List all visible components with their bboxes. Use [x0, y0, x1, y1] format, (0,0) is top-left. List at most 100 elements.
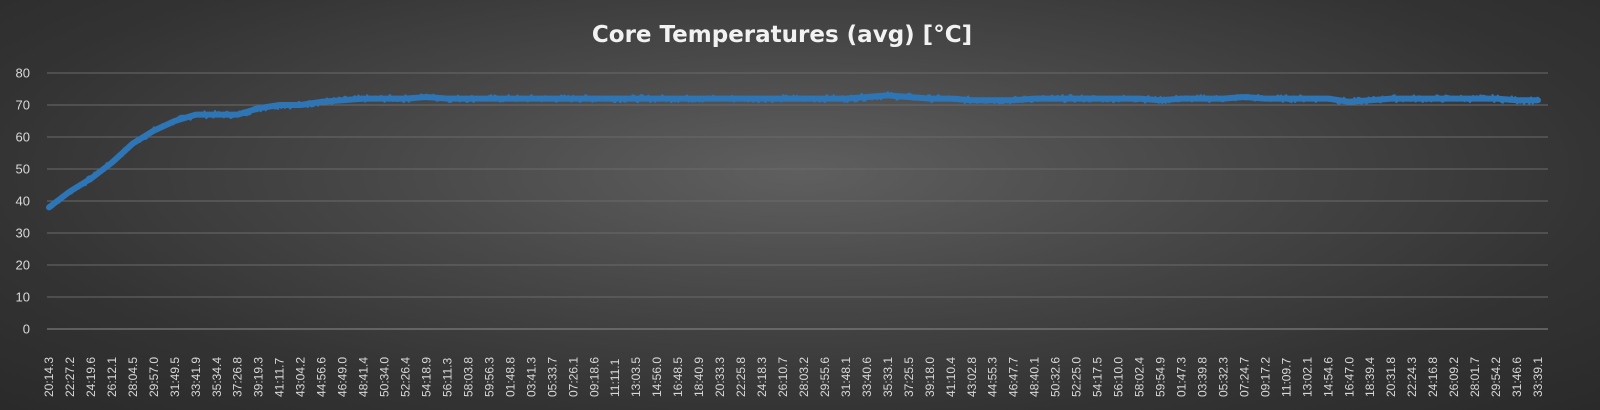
- data-point: [823, 97, 827, 101]
- data-point: [697, 97, 701, 101]
- data-point: [299, 103, 303, 107]
- x-tick-label: 35:34.4: [210, 357, 224, 397]
- y-tick-label: 80: [16, 66, 30, 81]
- x-tick-label: 48:41.4: [357, 357, 371, 397]
- data-point: [571, 97, 575, 101]
- x-tick-label: 26:09.2: [1447, 357, 1461, 397]
- x-tick-label: 07:24.7: [1237, 357, 1251, 397]
- x-tick-label: 22:27.2: [63, 357, 77, 397]
- x-tick-label: 26:12.1: [105, 357, 119, 397]
- data-point: [1054, 97, 1058, 101]
- x-tick-label: 05:33.7: [545, 357, 559, 397]
- data-point: [613, 97, 617, 101]
- x-tick-label: 29:57.0: [147, 357, 161, 397]
- x-tick-label: 50:32.6: [1049, 357, 1063, 397]
- data-point: [949, 97, 953, 101]
- x-tick-label: 16:48.5: [671, 357, 685, 397]
- x-tick-label: 18:40.9: [692, 357, 706, 397]
- x-tick-label: 54:17.5: [1091, 357, 1105, 397]
- x-tick-label: 31:46.6: [1510, 357, 1524, 397]
- x-tick-label: 31:48.1: [839, 357, 853, 397]
- x-tick-label: 13:03.5: [629, 357, 643, 397]
- data-point: [1263, 97, 1267, 101]
- data-point: [1221, 97, 1225, 101]
- data-point: [676, 97, 680, 101]
- data-point: [173, 119, 177, 123]
- x-tick-label: 03:41.3: [524, 357, 538, 397]
- data-point: [110, 161, 114, 165]
- x-tick-label: 56:10.0: [1112, 357, 1126, 397]
- x-tick-label: 58:02.4: [1133, 357, 1147, 397]
- x-tick-label: 54:18.9: [419, 357, 433, 397]
- x-tick-label: 03:39.8: [1195, 357, 1209, 397]
- data-point: [1536, 98, 1540, 102]
- x-tick-label: 59:54.9: [1154, 357, 1168, 397]
- data-point: [152, 129, 156, 133]
- x-tick-label: 52:26.4: [399, 357, 413, 397]
- y-tick-label: 40: [16, 194, 30, 209]
- x-tick-label: 29:54.2: [1489, 357, 1503, 397]
- data-point: [1075, 97, 1079, 101]
- x-tick-label: 33:39.1: [1531, 357, 1545, 397]
- x-tick-label: 46:49.0: [336, 357, 350, 397]
- data-point: [1326, 97, 1330, 101]
- y-tick-label: 70: [16, 98, 30, 113]
- x-tick-label: 09:17.2: [1258, 357, 1272, 397]
- data-point: [89, 177, 93, 181]
- data-point: [1284, 97, 1288, 101]
- data-point: [550, 97, 554, 101]
- x-tick-label: 37:25.5: [902, 357, 916, 397]
- data-point: [991, 98, 995, 102]
- data-point: [655, 97, 659, 101]
- x-tick-label: 24:16.8: [1426, 357, 1440, 397]
- x-tick-label: 50:34.0: [378, 357, 392, 397]
- data-point: [236, 113, 240, 117]
- series-line: [46, 92, 1541, 211]
- data-point: [1452, 97, 1456, 101]
- x-tick-label: 20:14.3: [42, 357, 56, 397]
- data-point: [781, 97, 785, 101]
- data-point: [739, 97, 743, 101]
- data-point: [1096, 97, 1100, 101]
- data-point: [487, 97, 491, 101]
- x-tick-label: 11:11.1: [608, 358, 622, 397]
- x-tick-label: 58:03.8: [461, 357, 475, 397]
- x-tick-label: 41:11.7: [273, 358, 287, 397]
- x-tick-label: 43:02.8: [965, 357, 979, 397]
- x-tick-label: 05:32.3: [1216, 357, 1230, 397]
- data-point: [445, 97, 450, 101]
- x-tick-label: 41:10.4: [944, 357, 958, 397]
- x-tick-label: 22:25.8: [734, 357, 748, 397]
- data-point: [970, 98, 974, 102]
- x-tick-label: 29:55.6: [818, 357, 832, 397]
- data-point: [1347, 100, 1351, 104]
- x-tick-label: 13:02.1: [1300, 357, 1314, 397]
- data-point: [529, 97, 534, 101]
- data-point: [1515, 98, 1519, 102]
- data-point: [1473, 97, 1477, 101]
- x-tick-label: 59:56.3: [482, 357, 496, 397]
- data-point: [341, 98, 345, 102]
- x-tick-label: 56:11.3: [440, 358, 454, 397]
- data-point: [592, 97, 596, 101]
- data-point: [802, 97, 806, 101]
- data-point: [403, 97, 408, 101]
- data-point: [1033, 97, 1037, 101]
- data-point: [1117, 97, 1121, 101]
- data-point: [1012, 98, 1016, 102]
- y-axis-tick-labels: 0 10 20 30 40 50 60 70 80: [16, 66, 30, 337]
- data-point: [718, 97, 722, 101]
- y-tick-label: 20: [16, 258, 30, 273]
- data-point: [466, 97, 470, 101]
- data-point: [68, 189, 72, 193]
- data-point: [1494, 97, 1498, 101]
- data-point: [844, 97, 848, 101]
- data-point: [1368, 98, 1372, 102]
- x-tick-label: 28:04.5: [126, 357, 140, 397]
- x-tick-label: 44:55.3: [986, 357, 1000, 397]
- data-point: [382, 97, 387, 101]
- x-tick-label: 07:26.1: [566, 357, 580, 397]
- data-point: [907, 95, 911, 99]
- data-point: [194, 113, 198, 117]
